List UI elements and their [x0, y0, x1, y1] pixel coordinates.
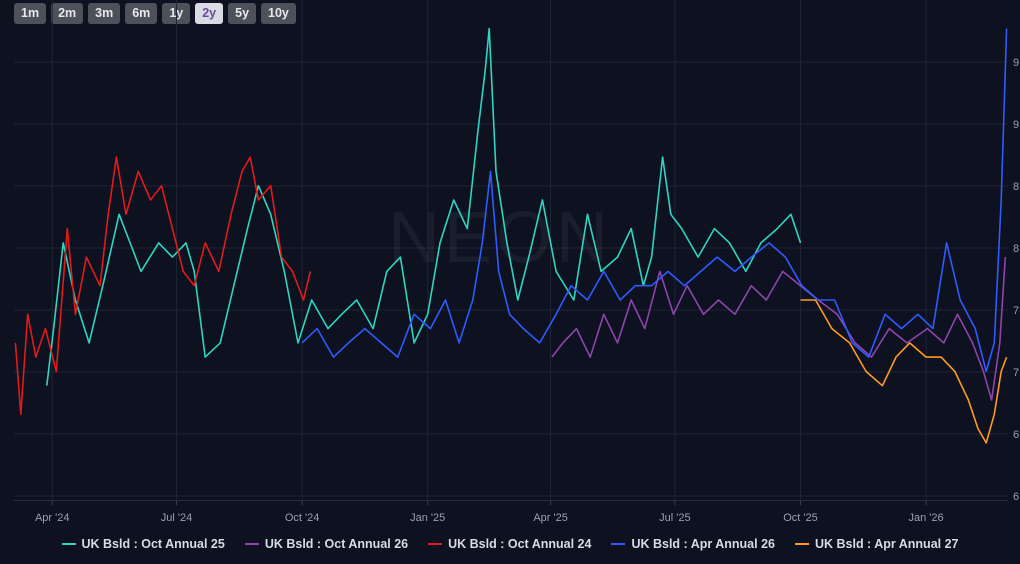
chart-legend: UK Bsld : Oct Annual 25 UK Bsld : Oct Ann… — [0, 537, 1020, 551]
x-tick-label: Jan '25 — [410, 512, 445, 524]
range-button-2y[interactable]: 2y — [195, 3, 224, 24]
legend-label: UK Bsld : Oct Annual 25 — [81, 537, 225, 551]
legend-swatch — [794, 543, 809, 545]
x-tick-label: Apr '24 — [35, 512, 70, 524]
series-line-3 — [301, 28, 1008, 373]
chart-series — [14, 27, 1008, 444]
y-tick-label: 7 — [1013, 367, 1019, 379]
legend-item[interactable]: UK Bsld : Apr Annual 27 — [794, 537, 959, 551]
y-tick-label: 7 — [1013, 305, 1019, 317]
x-tick-label: Jul '24 — [161, 512, 192, 524]
legend-label: UK Bsld : Oct Annual 26 — [264, 537, 409, 551]
legend-item[interactable]: UK Bsld : Oct Annual 25 — [61, 537, 225, 551]
y-tick-label: 8 — [1013, 243, 1019, 255]
legend-label: UK Bsld : Apr Annual 26 — [631, 537, 775, 551]
legend-swatch — [611, 543, 626, 545]
range-button-2m[interactable]: 2m — [51, 3, 84, 24]
legend-label: UK Bsld : Apr Annual 27 — [814, 537, 959, 551]
x-axis: Apr '24 Jul '24 Oct '24 Jan '25 Apr '25 Jul '… — [14, 500, 1008, 524]
series-line-1 — [551, 257, 1007, 401]
legend-label: UK Bsld : Oct Annual 24 — [448, 537, 592, 551]
legend-swatch — [244, 543, 259, 545]
legend-item[interactable]: UK Bsld : Oct Annual 24 — [428, 537, 591, 551]
x-tick-label: Oct '24 — [285, 512, 320, 524]
legend-swatch — [428, 543, 443, 545]
x-tick-label: Oct '25 — [783, 512, 818, 524]
x-tick-label: Jan '26 — [909, 512, 944, 524]
range-button-3m[interactable]: 3m — [88, 3, 121, 24]
x-tick-label: Apr '25 — [533, 512, 568, 524]
range-button-5y[interactable]: 5y — [228, 3, 257, 24]
legend-item[interactable]: UK Bsld : Apr Annual 26 — [611, 537, 775, 551]
y-tick-label: 6 — [1013, 491, 1019, 503]
y-axis: 9 9 8 8 7 7 6 6 — [1013, 57, 1019, 503]
y-tick-label: 9 — [1013, 57, 1019, 69]
x-tick-label: Jul '25 — [659, 512, 690, 524]
legend-swatch — [61, 543, 76, 545]
range-button-10y[interactable]: 10y — [261, 3, 296, 24]
line-chart: NEON Apr '24 Jul '24 Oct '24 Jan '25 Apr '25… — [14, 0, 1019, 524]
series-line-0 — [46, 27, 802, 386]
series-line-4 — [800, 299, 1008, 444]
chart-gridlines — [14, 0, 1008, 500]
y-tick-label: 8 — [1013, 181, 1019, 193]
series-line-2 — [14, 156, 312, 416]
y-tick-label: 9 — [1013, 119, 1019, 131]
y-tick-label: 6 — [1013, 429, 1019, 441]
range-button-6m[interactable]: 6m — [125, 3, 158, 24]
watermark-logo: NEON — [388, 198, 612, 278]
legend-item[interactable]: UK Bsld : Oct Annual 26 — [244, 537, 409, 551]
range-button-1m[interactable]: 1m — [14, 3, 47, 24]
